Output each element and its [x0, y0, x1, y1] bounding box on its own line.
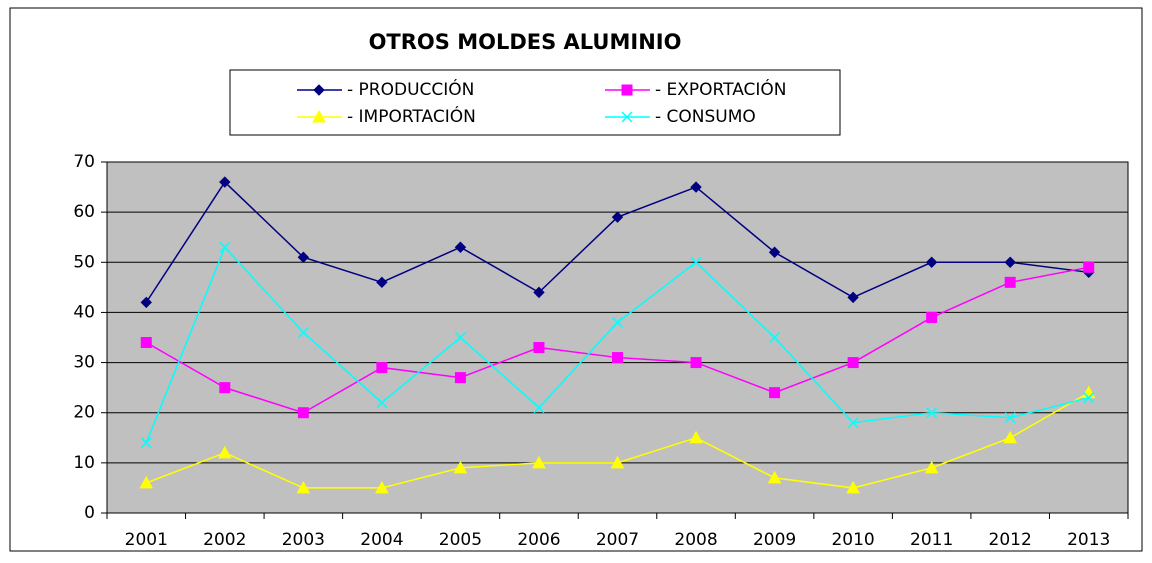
data-point [297, 326, 309, 339]
data-point [611, 316, 624, 328]
data-point [1004, 412, 1016, 424]
y-tick-label: 70 [73, 152, 95, 172]
legend-label: - PRODUCCIÓN [347, 78, 474, 100]
x-tick-label: 2012 [989, 530, 1032, 550]
data-point [846, 480, 860, 494]
legend-label: - EXPORTACIÓN [655, 78, 787, 100]
y-tick-label: 20 [73, 403, 95, 423]
data-point [532, 455, 546, 469]
legend-marker [312, 109, 326, 123]
data-point [1083, 261, 1095, 273]
data-point [1004, 276, 1016, 288]
x-tick-label: 2001 [125, 530, 168, 550]
data-point [376, 276, 388, 289]
y-tick-label: 30 [73, 353, 95, 373]
data-point [454, 331, 466, 344]
legend-marker [313, 84, 325, 96]
data-point [376, 362, 388, 374]
x-tick-label: 2004 [360, 530, 403, 550]
x-tick-label: 2013 [1067, 530, 1110, 550]
data-point [1004, 256, 1016, 268]
data-point [219, 382, 231, 394]
data-point [454, 372, 466, 384]
x-tick-label: 2010 [831, 530, 874, 550]
legend-label: - IMPORTACIÓN [347, 105, 476, 127]
data-point [926, 407, 938, 419]
data-point [1083, 392, 1095, 404]
data-point [610, 455, 625, 469]
data-point [847, 357, 859, 369]
data-point [533, 402, 545, 414]
legend-label: - CONSUMO [655, 107, 756, 127]
data-point [611, 211, 624, 223]
data-point [612, 352, 623, 364]
data-point [533, 342, 545, 354]
data-point [690, 181, 702, 193]
data-point [769, 331, 781, 344]
data-point [140, 337, 152, 349]
y-tick-label: 10 [73, 453, 95, 473]
data-point [533, 286, 545, 299]
y-tick-label: 0 [84, 503, 95, 523]
data-point [453, 460, 468, 474]
data-point [924, 460, 939, 474]
data-point [768, 246, 781, 258]
x-tick-label: 2003 [282, 530, 325, 550]
data-point [690, 256, 702, 268]
x-tick-label: 2006 [517, 530, 560, 550]
data-point [847, 291, 859, 304]
data-point [375, 480, 389, 494]
x-tick-label: 2002 [203, 530, 246, 550]
data-point [217, 445, 232, 459]
y-tick-label: 40 [73, 302, 95, 322]
data-point [219, 241, 231, 253]
x-tick-label: 2007 [596, 530, 639, 550]
data-point [847, 417, 859, 429]
legend-marker [621, 111, 633, 123]
data-point [690, 357, 702, 369]
data-point [926, 311, 938, 323]
x-tick-label: 2009 [753, 530, 796, 550]
data-point [296, 480, 311, 494]
data-point [140, 296, 152, 309]
data-point [925, 256, 938, 268]
legend-marker [621, 84, 633, 96]
data-point [1003, 430, 1018, 444]
data-point [139, 475, 154, 489]
data-point [219, 176, 231, 188]
data-point [297, 407, 309, 419]
data-point [376, 397, 388, 409]
data-point [454, 241, 467, 253]
data-point [297, 251, 310, 263]
y-tick-label: 50 [73, 252, 95, 272]
x-tick-label: 2008 [674, 530, 717, 550]
x-tick-label: 2005 [439, 530, 482, 550]
data-point [769, 387, 781, 399]
y-tick-label: 60 [73, 202, 95, 222]
chart-title: OTROS MOLDES ALUMINIO [369, 30, 682, 54]
x-tick-label: 2011 [910, 530, 953, 550]
data-point [767, 470, 782, 484]
data-point [689, 430, 703, 444]
legend [229, 69, 841, 136]
data-point [140, 437, 152, 449]
